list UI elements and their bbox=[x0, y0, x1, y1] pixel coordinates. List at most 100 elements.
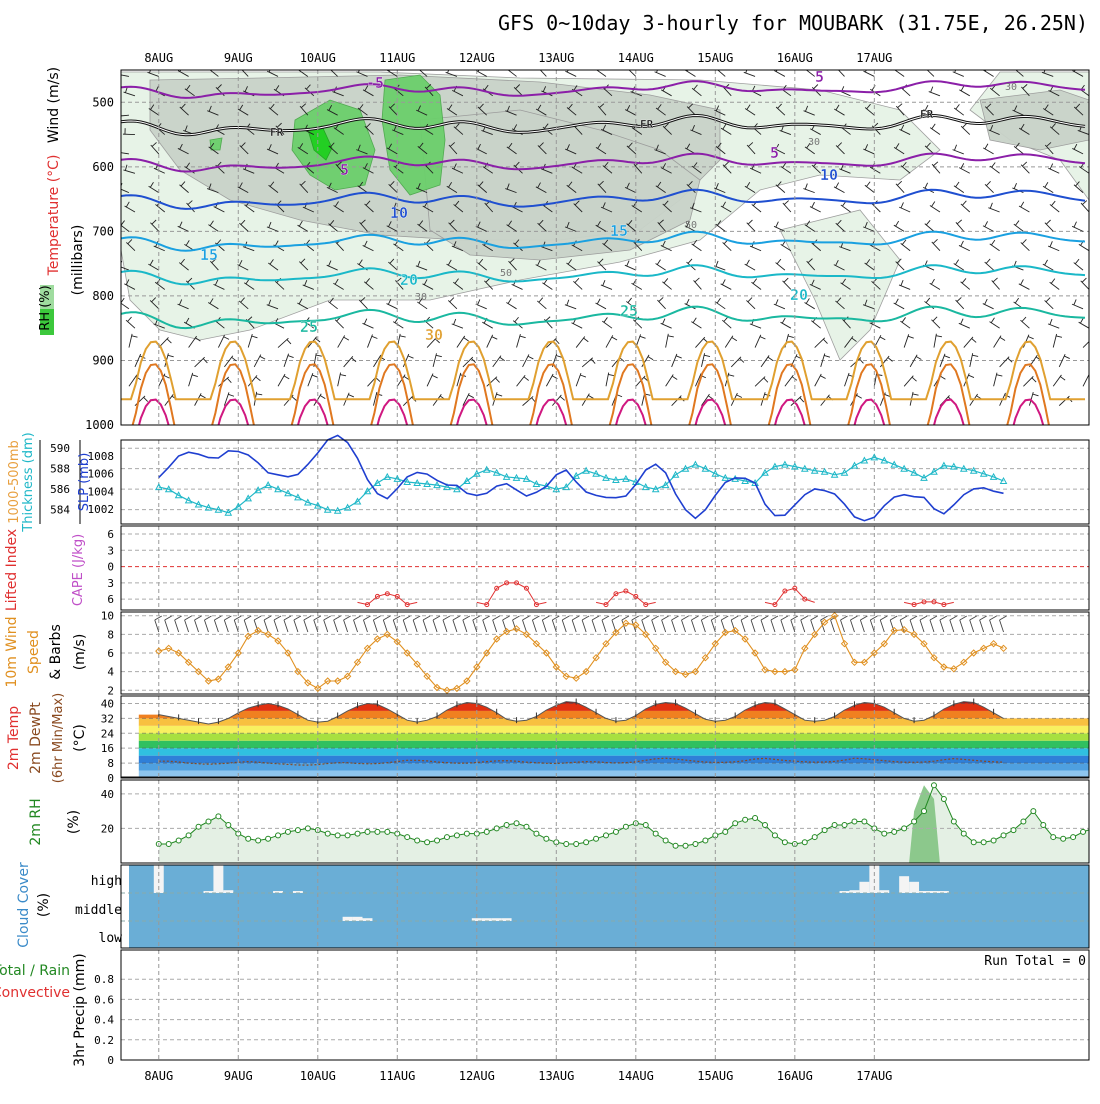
wind10m-barb-feather bbox=[423, 616, 430, 620]
thickness-slp-frame bbox=[121, 440, 1089, 524]
isotherm-label: FR bbox=[640, 118, 654, 131]
wind-tick-label: 8 bbox=[107, 628, 114, 641]
temp-band bbox=[121, 696, 1089, 703]
temp-tick-label: 40 bbox=[101, 697, 114, 710]
rh-marker bbox=[613, 829, 618, 834]
wind10m-barb bbox=[204, 620, 208, 632]
wind10m-barb bbox=[940, 620, 944, 632]
rh-marker bbox=[196, 824, 201, 829]
wind-barb-feather bbox=[1016, 65, 1020, 70]
li-tick-label: 3 bbox=[107, 544, 114, 557]
temp-band bbox=[121, 733, 1089, 740]
wind10m-barb bbox=[662, 620, 666, 632]
wind10m-barb bbox=[165, 620, 169, 632]
date-label-bottom: 17AUG bbox=[856, 1069, 892, 1083]
rh-marker bbox=[425, 840, 430, 845]
rh-marker bbox=[166, 841, 171, 846]
rh-contour-label: 30 bbox=[415, 292, 427, 303]
rh-marker bbox=[405, 835, 410, 840]
wind10m-barb bbox=[980, 620, 984, 632]
rh-marker bbox=[574, 841, 579, 846]
rh-marker bbox=[246, 836, 251, 841]
rh-marker bbox=[305, 826, 310, 831]
wind10m-barb-feather bbox=[960, 616, 967, 620]
wind10m-barb-feather bbox=[185, 616, 192, 620]
ylabel-precip-total: Total / Rain bbox=[0, 963, 70, 979]
rh-marker bbox=[753, 816, 758, 821]
thickness-tick-label: 586 bbox=[50, 483, 70, 496]
rh-marker bbox=[206, 819, 211, 824]
wind10m-barb-feather bbox=[850, 616, 857, 620]
wind10m-barb bbox=[344, 620, 348, 632]
precip-tick-label: 0.8 bbox=[94, 973, 114, 986]
wind10m-barb bbox=[274, 620, 278, 632]
wind10m-barb bbox=[334, 620, 338, 632]
wind10m-barb-feather bbox=[304, 616, 311, 620]
wind-tick-label: 4 bbox=[107, 666, 114, 679]
rh-marker bbox=[1051, 835, 1056, 840]
date-label-bottom: 10AUG bbox=[300, 1069, 336, 1083]
date-label-bottom: 11AUG bbox=[379, 1069, 415, 1083]
wind10m-barb bbox=[324, 620, 328, 632]
wind10m-barb-feather bbox=[413, 616, 420, 620]
date-label-top: 17AUG bbox=[856, 51, 892, 65]
wind10m-barb bbox=[185, 620, 189, 632]
wind10m-barb bbox=[463, 620, 467, 632]
wind10m-barb bbox=[224, 620, 228, 632]
date-label-top: 12AUG bbox=[459, 51, 495, 65]
wind10m-barb-feather bbox=[880, 616, 887, 620]
rh-marker bbox=[981, 840, 986, 845]
wind-tick-label: 6 bbox=[107, 647, 114, 660]
wind10m-barb bbox=[1000, 620, 1004, 632]
wind10m-barb-feather bbox=[513, 616, 520, 620]
rh-marker bbox=[385, 829, 390, 834]
precip-tick-label: 0.4 bbox=[94, 1014, 114, 1027]
wind10m-barb bbox=[682, 620, 686, 632]
wind10m-barb bbox=[304, 620, 308, 632]
wind10m-barb bbox=[592, 620, 596, 632]
rh-marker bbox=[375, 829, 380, 834]
rh-marker bbox=[514, 821, 519, 826]
rh-marker bbox=[345, 833, 350, 838]
wind10m-barb bbox=[284, 620, 288, 632]
wind10m-barb bbox=[393, 620, 397, 632]
wind10m-barb-feather bbox=[622, 616, 629, 620]
wind10m-barb bbox=[761, 620, 765, 632]
rh-marker bbox=[1011, 828, 1016, 833]
wind-barb-feather bbox=[1092, 355, 1098, 357]
temp-band bbox=[121, 718, 1089, 725]
wind10m-barb-feather bbox=[910, 616, 917, 620]
cloud-level-label: middle bbox=[75, 903, 122, 918]
wind10m-barb bbox=[990, 620, 994, 632]
rh-marker bbox=[763, 822, 768, 827]
rh-marker bbox=[564, 841, 569, 846]
wind10m-barb bbox=[672, 620, 676, 632]
isotherm-label: -5 bbox=[366, 74, 384, 92]
wind10m-barb bbox=[195, 620, 199, 632]
rh-marker bbox=[1071, 835, 1076, 840]
wind10m-barb-feather bbox=[572, 616, 579, 620]
rh-marker bbox=[842, 822, 847, 827]
precip-tick-label: 0.2 bbox=[94, 1034, 114, 1047]
wind10m-barb-feather bbox=[532, 616, 539, 620]
wind10m-barb-feather bbox=[731, 616, 738, 620]
thickness-tick-label: 590 bbox=[50, 442, 70, 455]
rh-marker bbox=[584, 840, 589, 845]
wind10m-barb bbox=[443, 620, 447, 632]
temp-band bbox=[121, 703, 1089, 710]
wind10m-barb-feather bbox=[175, 616, 182, 620]
wind10m-barb bbox=[473, 620, 477, 632]
wind10m-barb bbox=[155, 620, 159, 632]
isotherm-label: FR bbox=[270, 126, 284, 139]
wind-barb-feather bbox=[330, 65, 334, 69]
rh-area bbox=[159, 785, 1100, 863]
wind10m-barb bbox=[880, 620, 884, 632]
pressure-tick-label: 700 bbox=[92, 224, 114, 238]
wind10m-barb bbox=[354, 620, 358, 632]
rh-marker bbox=[812, 835, 817, 840]
rh-plot bbox=[121, 783, 1100, 863]
wind10m-barb-feather bbox=[811, 616, 818, 620]
wind10m-barb bbox=[950, 620, 954, 632]
wind10m-barb-feather bbox=[403, 616, 410, 620]
wind10m-barb-feather bbox=[970, 616, 977, 620]
